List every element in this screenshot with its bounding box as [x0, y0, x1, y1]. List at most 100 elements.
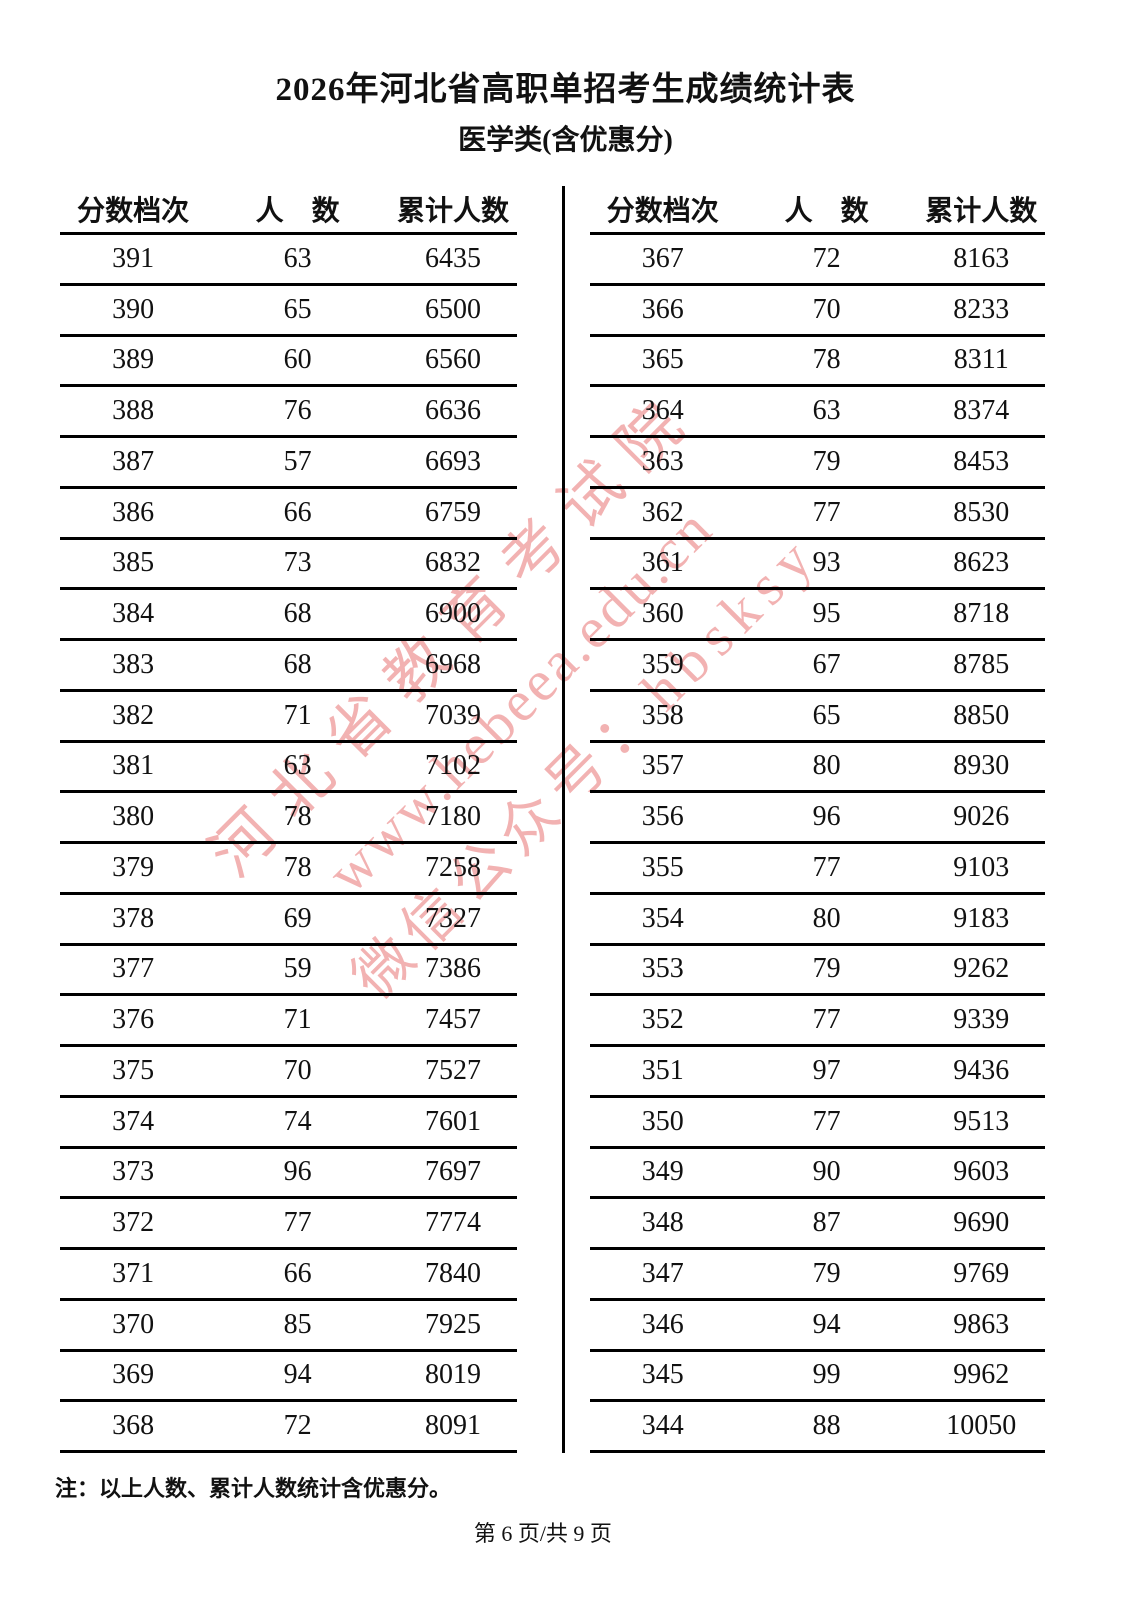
table-row: 357 80 8930: [590, 743, 1045, 794]
score-cell: 348: [641, 1207, 684, 1239]
table-row: 381 63 7102: [60, 743, 517, 794]
table-row: 359 67 8785: [590, 641, 1045, 692]
table-row: 386 66 6759: [60, 489, 517, 540]
header-count: 人 数: [784, 196, 869, 227]
table-row: 355 77 9103: [590, 844, 1045, 895]
score-cell: 347: [641, 1257, 684, 1289]
cumulative-cell: 6759: [425, 496, 481, 528]
score-cell: 360: [641, 598, 684, 630]
table-row: 388 76 6636: [60, 387, 517, 438]
cumulative-cell: 7925: [425, 1308, 481, 1340]
cumulative-cell: 7697: [425, 1156, 481, 1188]
count-cell: 71: [283, 699, 312, 731]
table-row: 368 72 8091: [60, 1402, 517, 1453]
count-cell: 80: [812, 902, 841, 934]
score-cell: 365: [641, 344, 684, 376]
count-cell: 79: [812, 953, 841, 985]
score-cell: 376: [112, 1004, 155, 1036]
table-row: 389 60 6560: [60, 337, 517, 388]
score-cell: 371: [112, 1257, 155, 1289]
cumulative-cell: 9513: [953, 1105, 1010, 1137]
score-cell: 355: [641, 851, 684, 883]
score-cell: 372: [112, 1207, 155, 1239]
cumulative-cell: 7840: [425, 1257, 481, 1289]
table-row: 382 71 7039: [60, 692, 517, 743]
cumulative-cell: 6832: [425, 547, 481, 579]
footnote: 注：以上人数、累计人数统计含优惠分。: [55, 1476, 452, 1501]
table-row: 363 79 8453: [590, 438, 1045, 489]
table-row: 352 77 9339: [590, 996, 1045, 1047]
count-cell: 96: [283, 1156, 312, 1188]
count-cell: 65: [283, 293, 312, 325]
cumulative-cell: 9769: [953, 1257, 1010, 1289]
score-cell: 350: [641, 1105, 684, 1137]
cumulative-cell: 6560: [425, 344, 481, 376]
table-row: 374 74 7601: [60, 1098, 517, 1149]
count-cell: 95: [812, 598, 841, 630]
table-row: 350 77 9513: [590, 1098, 1045, 1149]
score-cell: 385: [112, 547, 155, 579]
table-header-row: 分数档次 人 数 累计人数: [590, 186, 1045, 235]
cumulative-cell: 7180: [425, 801, 481, 833]
count-cell: 78: [283, 851, 312, 883]
table-row: 349 90 9603: [590, 1149, 1045, 1200]
table-row: 351 97 9436: [590, 1047, 1045, 1098]
cumulative-cell: 7774: [425, 1207, 481, 1239]
count-cell: 90: [812, 1156, 841, 1188]
score-cell: 349: [641, 1156, 684, 1188]
cumulative-cell: 8091: [425, 1410, 481, 1442]
score-cell: 379: [112, 851, 155, 883]
count-cell: 60: [283, 344, 312, 376]
table-divider: [562, 186, 565, 1453]
count-cell: 79: [812, 445, 841, 477]
table-row: 362 77 8530: [590, 489, 1045, 540]
table-row: 354 80 9183: [590, 895, 1045, 946]
cumulative-cell: 8785: [953, 648, 1010, 680]
count-cell: 87: [812, 1207, 841, 1239]
cumulative-cell: 8930: [953, 750, 1010, 782]
table-row: 384 68 6900: [60, 590, 517, 641]
count-cell: 59: [283, 953, 312, 985]
score-table-left: 分数档次 人 数 累计人数 391 63 6435 390 65 6500 389 60 656…: [60, 186, 517, 1453]
cumulative-cell: 9863: [953, 1308, 1010, 1340]
table-row: 387 57 6693: [60, 438, 517, 489]
cumulative-cell: 6968: [425, 648, 481, 680]
score-cell: 344: [641, 1410, 684, 1442]
cumulative-cell: 6693: [425, 445, 481, 477]
cumulative-cell: 9262: [953, 953, 1010, 985]
count-cell: 70: [283, 1054, 312, 1086]
cumulative-cell: 7039: [425, 699, 481, 731]
count-cell: 93: [812, 547, 841, 579]
count-cell: 63: [283, 750, 312, 782]
cumulative-cell: 7258: [425, 851, 481, 883]
table-row: 344 88 10050: [590, 1402, 1045, 1453]
table-row: 375 70 7527: [60, 1047, 517, 1098]
cumulative-cell: 8233: [953, 293, 1010, 325]
score-cell: 391: [112, 242, 155, 274]
count-cell: 72: [812, 242, 841, 274]
cumulative-cell: 9436: [953, 1054, 1010, 1086]
page-title: 2026年河北省高职单招考生成绩统计表: [275, 72, 856, 108]
table-row: 380 78 7180: [60, 793, 517, 844]
count-cell: 79: [812, 1257, 841, 1289]
score-cell: 384: [112, 598, 155, 630]
score-cell: 382: [112, 699, 155, 731]
cumulative-cell: 8374: [953, 395, 1010, 427]
cumulative-cell: 9962: [953, 1359, 1010, 1391]
cumulative-cell: 7527: [425, 1054, 481, 1086]
count-cell: 76: [283, 395, 312, 427]
score-cell: 383: [112, 648, 155, 680]
table-row: 369 94 8019: [60, 1352, 517, 1403]
table-body: 367 72 8163 366 70 8233 365 78 8311 364 63 8374 363 7…: [590, 235, 1045, 1453]
table-row: 353 79 9262: [590, 946, 1045, 997]
count-cell: 57: [283, 445, 312, 477]
cumulative-cell: 9183: [953, 902, 1010, 934]
cumulative-cell: 9026: [953, 801, 1010, 833]
score-cell: 380: [112, 801, 155, 833]
count-cell: 66: [283, 496, 312, 528]
cumulative-cell: 7386: [425, 953, 481, 985]
count-cell: 77: [812, 851, 841, 883]
table-row: 356 96 9026: [590, 793, 1045, 844]
